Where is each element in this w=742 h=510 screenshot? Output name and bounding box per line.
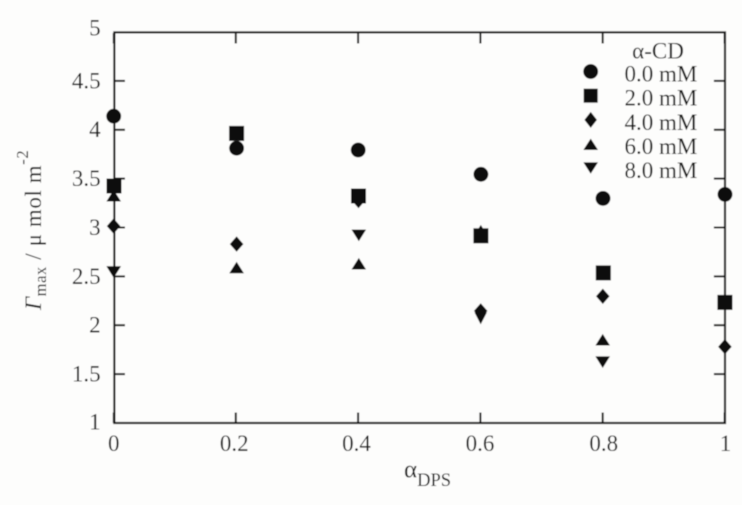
svg-text:6.0 mM: 6.0 mM	[625, 134, 698, 159]
svg-text:0.0 mM: 0.0 mM	[625, 61, 698, 86]
svg-text:1.5: 1.5	[72, 362, 101, 387]
svg-text:0: 0	[108, 431, 120, 456]
svg-text:Γmax / μ mol m-2: Γmax / μ mol m-2	[13, 150, 50, 311]
svg-text:0.6: 0.6	[466, 431, 495, 456]
svg-text:1: 1	[89, 410, 101, 435]
svg-text:0.4: 0.4	[342, 431, 371, 456]
svg-text:3.5: 3.5	[72, 166, 101, 191]
svg-text:4: 4	[89, 117, 101, 142]
svg-text:0.8: 0.8	[589, 431, 618, 456]
svg-text:4.5: 4.5	[72, 68, 101, 93]
svg-text:3: 3	[89, 215, 101, 240]
svg-text:α-CD: α-CD	[632, 38, 684, 63]
svg-text:2.0 mM: 2.0 mM	[625, 86, 698, 111]
svg-text:5: 5	[89, 16, 101, 41]
svg-text:1: 1	[720, 431, 732, 456]
svg-text:2.5: 2.5	[72, 264, 101, 289]
svg-text:8.0 mM: 8.0 mM	[625, 158, 698, 183]
svg-text:0.2: 0.2	[220, 431, 249, 456]
svg-text:2: 2	[89, 313, 101, 338]
svg-text:4.0 mM: 4.0 mM	[625, 110, 698, 135]
